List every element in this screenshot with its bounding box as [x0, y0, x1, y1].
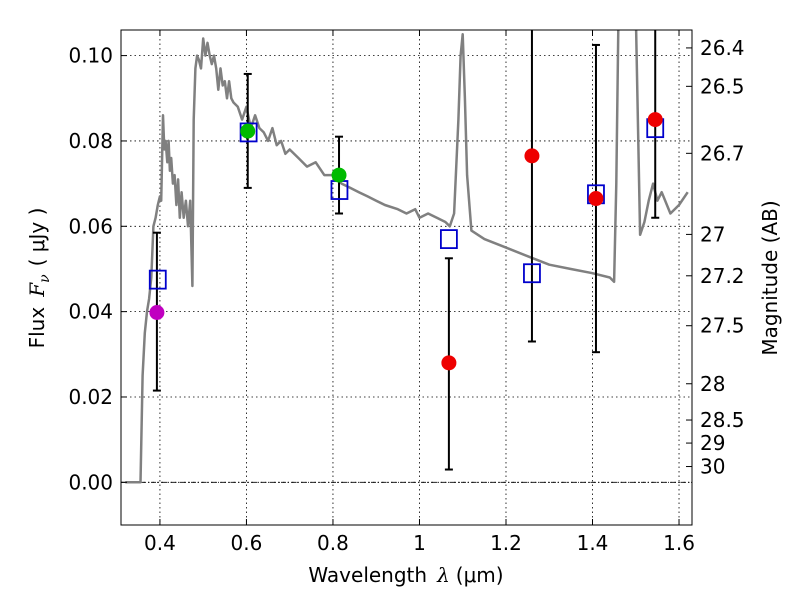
x-axis-label: Wavelength λ (μm) — [308, 563, 503, 587]
x-tick-label: 1.4 — [577, 531, 609, 555]
x-axis-label-unit: (μm) — [456, 563, 504, 587]
y-axis-label-subscript: ν — [37, 274, 53, 283]
right-tick-label: 29 — [700, 431, 725, 455]
y-axis-label-unit: ( μJy ) — [25, 208, 49, 267]
observed-point — [524, 148, 540, 164]
x-axis-label-main: Wavelength — [308, 563, 427, 587]
y-tick-label: 0.04 — [68, 300, 113, 324]
x-tick-label: 0.8 — [317, 531, 349, 555]
model-spectrum-line — [125, 30, 689, 484]
y-tick-label: 0.06 — [68, 214, 113, 238]
observed-point — [331, 167, 347, 183]
model-points — [148, 118, 665, 290]
right-tick-label: 28.5 — [700, 408, 745, 432]
y-axis-label-symbol: F — [25, 282, 49, 298]
model-point-square — [148, 269, 167, 290]
y-tick-label: 0.02 — [68, 385, 113, 409]
right-axis-label: Magnitude (AB) — [758, 200, 782, 355]
y-axis-label: Flux Fν ( μJy ) — [25, 208, 53, 349]
right-tick-label: 27 — [700, 222, 725, 246]
right-tick-label: 26.7 — [700, 141, 745, 165]
y-tick-label: 0.00 — [68, 470, 113, 494]
model-point-square — [439, 229, 458, 249]
observed-points — [149, 112, 663, 371]
plot-frame — [120, 29, 693, 526]
observed-point — [647, 112, 663, 128]
y-tick-label: 0.10 — [68, 44, 113, 68]
x-tick-label: 0.6 — [231, 531, 263, 555]
x-tick-label: 1 — [413, 531, 426, 555]
right-tick-label: 26.4 — [700, 36, 745, 60]
x-tick-label: 1.6 — [663, 531, 695, 555]
x-tick-label: 0.4 — [144, 531, 176, 555]
model-point-square — [523, 263, 541, 284]
right-tick-label: 28 — [700, 372, 725, 396]
observed-point — [588, 191, 604, 207]
observed-point — [441, 355, 457, 371]
observed-point — [240, 123, 256, 139]
x-axis-label-symbol: λ — [436, 563, 450, 587]
right-tick-label: 26.5 — [700, 74, 745, 98]
x-tick-label: 1.2 — [490, 531, 522, 555]
right-tick-label: 27.2 — [700, 264, 745, 288]
grid-lines — [121, 30, 692, 525]
model-spectrum — [125, 30, 689, 484]
y-ticks: 0.00 0.02 0.04 0.06 0.08 0.10 — [68, 44, 127, 494]
y-tick-label: 0.08 — [68, 129, 113, 153]
observed-point — [149, 304, 165, 320]
right-tick-label: 30 — [700, 455, 725, 479]
x-ticks: 0.4 0.6 0.8 1 1.2 1.4 1.6 — [144, 30, 695, 555]
right-tick-label: 27.5 — [700, 314, 745, 338]
y-axis-label-main: Flux — [25, 307, 49, 349]
